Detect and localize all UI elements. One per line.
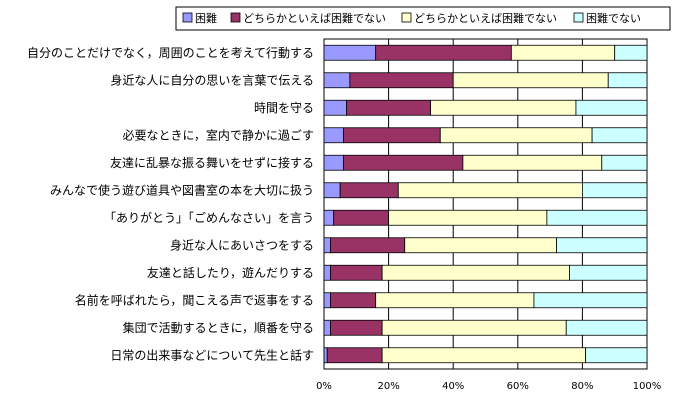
x-tick-label: 80% <box>571 381 593 392</box>
bar-segment-2 <box>342 127 441 144</box>
bar-segment-4 <box>575 99 648 116</box>
bar-segment-3 <box>397 182 583 199</box>
bar-segment-3 <box>388 209 548 226</box>
bar-segment-4 <box>546 209 648 226</box>
legend-label: 困難でない <box>586 12 641 25</box>
bar-segment-3 <box>375 292 535 309</box>
category-label: 日常の出来事などについて先生と話す <box>110 347 314 362</box>
category-label: 身近な人に自分の思いを言葉で伝える <box>110 72 314 87</box>
bar-segment-2 <box>339 182 399 199</box>
legend-swatch <box>230 12 241 23</box>
category-label: 身近な人にあいさつをする <box>170 237 314 252</box>
bar-segment-1 <box>323 127 344 144</box>
category-label: 友達と話したり，遊んだりする <box>147 265 314 280</box>
bar-segment-1 <box>323 347 328 364</box>
legend-swatch <box>573 12 584 23</box>
plot-area <box>323 38 648 370</box>
bar-segment-4 <box>533 292 648 309</box>
legend: 困難 どちらかといえば困難でない どちらかといえば困難でない 困難でない <box>175 6 671 31</box>
bar-segment-4 <box>565 319 648 336</box>
x-tick-label: 0% <box>316 381 332 392</box>
category-label: 名前を呼ばれたら，聞こえる声で返事をする <box>75 292 314 307</box>
bar-segment-2 <box>342 154 464 171</box>
bar-segment-3 <box>381 347 587 364</box>
legend-label: 困難 <box>195 12 217 25</box>
bar-segment-1 <box>323 264 331 281</box>
category-labels: 自分のことだけでなく，周囲のことを考えて行動する身近な人に自分の思いを言葉で伝え… <box>27 46 314 363</box>
bar-segment-2 <box>330 237 406 254</box>
bar-segment-1 <box>323 292 331 309</box>
category-label: 「ありがとう」「ごめんなさい」を言う <box>104 210 314 225</box>
legend-box <box>175 6 671 31</box>
bar-segment-3 <box>381 319 567 336</box>
bar-segment-1 <box>323 319 331 336</box>
bar-segment-2 <box>326 347 383 364</box>
bar-segment-2 <box>346 99 431 116</box>
bar-segment-3 <box>462 154 603 171</box>
x-tick-label: 100% <box>633 381 662 392</box>
bar-segment-1 <box>323 72 351 89</box>
bar-segment-3 <box>452 72 609 89</box>
bar-segment-3 <box>404 237 557 254</box>
bar-segment-1 <box>323 44 377 61</box>
bars <box>323 44 648 364</box>
bar-segment-4 <box>607 72 648 89</box>
x-tick-label: 60% <box>507 381 529 392</box>
bar-segment-4 <box>601 154 648 171</box>
bar-segment-2 <box>330 264 383 281</box>
bar-segment-1 <box>323 182 341 199</box>
bar-segment-2 <box>333 209 390 226</box>
category-label: 友達に乱暴な振る舞いをせずに接する <box>110 155 314 170</box>
category-label: 集団で活動するときに，順番を守る <box>123 320 314 335</box>
category-label: 必要なときに，室内で静かに過ごす <box>122 127 314 142</box>
bar-segment-4 <box>556 237 648 254</box>
bar-segment-2 <box>330 292 377 309</box>
legend-label: どちらかといえば困難でない <box>414 12 557 25</box>
bar-segment-4 <box>614 44 648 61</box>
legend-swatch <box>182 12 193 23</box>
bar-segment-2 <box>349 72 454 89</box>
bar-segment-3 <box>439 127 593 144</box>
x-tick-labels: 0% 20% 40% 60% 80% 100% <box>316 381 661 392</box>
x-tick-label: 20% <box>377 381 399 392</box>
bar-segment-4 <box>591 127 648 144</box>
bar-segment-4 <box>582 182 648 199</box>
bar-segment-2 <box>330 319 383 336</box>
bar-segment-3 <box>430 99 577 116</box>
bar-segment-1 <box>323 99 348 116</box>
bar-segment-1 <box>323 237 331 254</box>
category-label: みんなで使う遊び道具や図書室の本を大切に扱う <box>50 182 314 197</box>
legend-label: どちらかといえば困難でない <box>243 12 386 25</box>
bar-segment-1 <box>323 154 344 171</box>
gridlines <box>323 38 648 370</box>
legend-swatch <box>401 12 412 23</box>
bar-segment-2 <box>375 44 512 61</box>
bar-segment-3 <box>381 264 570 281</box>
bar-segment-4 <box>585 347 648 364</box>
bar-segment-4 <box>569 264 648 281</box>
bar-segment-3 <box>510 44 616 61</box>
bar-segment-1 <box>323 209 335 226</box>
category-label: 自分のことだけでなく，周囲のことを考えて行動する <box>27 46 314 60</box>
category-label: 時間を守る <box>254 101 314 115</box>
x-tick-label: 40% <box>442 381 464 392</box>
